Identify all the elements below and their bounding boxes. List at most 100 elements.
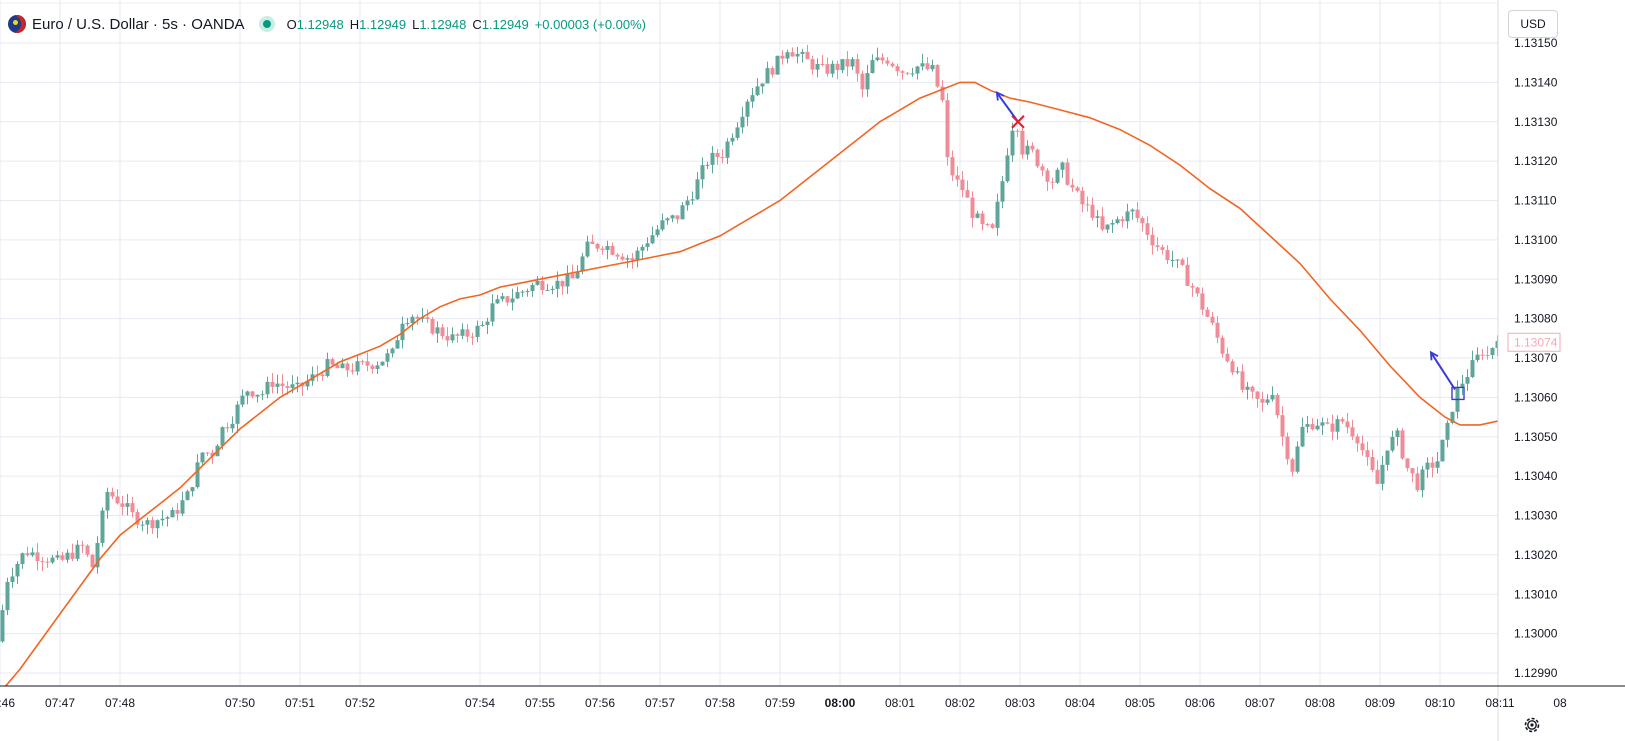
candle-body [1460,383,1465,388]
candle-body [325,359,330,376]
candle-body [340,363,345,369]
candle-body [595,243,600,249]
candle-body [665,218,670,221]
candle-body [240,395,245,405]
candle-body [910,73,915,75]
candle-body [160,518,165,521]
ohlc-open: O1.12948 [286,16,344,32]
candle-body [590,241,595,244]
candle-body [1435,461,1440,468]
candle-body [1225,353,1230,362]
price-tick-label: 1.13110 [1514,194,1557,208]
candle-body [735,127,740,138]
time-tick-label: 08:05 [1125,696,1155,710]
candle-body [645,243,650,247]
candle-body [635,250,640,261]
candle-body [1280,415,1285,437]
candle-body [970,197,975,218]
time-tick-label: 08:02 [945,696,975,710]
candle-body [955,175,960,180]
candle-body [90,554,95,568]
candle-body [1495,341,1498,349]
candle-body [765,68,770,84]
currency-button[interactable]: USD [1508,10,1558,38]
candle-body [990,224,995,228]
candle-body [165,517,170,519]
candle-body [120,503,125,507]
candle-body [880,57,885,61]
time-tick-label: 07:50 [225,696,255,710]
time-tick-label: 08:10 [1425,696,1455,710]
candle-body [965,190,970,198]
time-tick-label: 08:06 [1185,696,1215,710]
candle-body [50,557,55,563]
candle-body [630,258,635,261]
candle-body [375,365,380,369]
candle-body [275,383,280,387]
candle-body [435,327,440,334]
trade-arrow [1431,353,1456,391]
candle-body [695,179,700,200]
candle-body [1235,371,1240,373]
trade-arrow-head [1429,350,1439,361]
candle-body [1480,354,1485,356]
candle-body [270,381,275,387]
time-tick-label: 08:07 [1245,696,1275,710]
candle-body [1315,425,1320,430]
candle-body [680,205,685,220]
time-tick-label: 07:48 [105,696,135,710]
candle-body [455,334,460,336]
candle-body [110,491,115,497]
candle-body [195,462,200,488]
candle-body [565,273,570,287]
candle-body [30,552,35,556]
candle-body [0,610,5,642]
candle-body [245,391,250,396]
candle-body [80,544,85,546]
candle-body [405,323,410,325]
candle-body [885,60,890,64]
candle-body [1320,422,1325,426]
candle-body [1420,469,1425,491]
settings-button[interactable] [1520,713,1544,737]
candle-body [360,361,365,363]
candle-body [1390,436,1395,451]
candle-body [1050,181,1055,183]
candle-body [1040,166,1045,171]
time-tick-label: 08:04 [1065,696,1095,710]
candle-body [1285,436,1290,460]
candle-body [1080,190,1085,205]
eur-usd-flag-icon[interactable] [8,15,26,33]
symbol-title[interactable]: Euro / U.S. Dollar · 5s · OANDA [32,15,245,33]
candle-body [1170,259,1175,261]
candle-body [1490,348,1495,356]
candle-body [200,452,205,463]
candle-body [1110,223,1115,225]
candle-body [85,545,90,555]
candle-body [1140,218,1145,224]
candle-body [1405,458,1410,469]
ohlc-low: L1.12948 [412,16,467,32]
candle-body [1265,399,1270,403]
candle-body [135,512,140,525]
candle-body [820,63,825,65]
candle-body [1145,223,1150,235]
candle-body [535,280,540,285]
candle-body [685,200,690,206]
candle-body [290,384,295,389]
candle-body [715,152,720,158]
price-tick-label: 1.13130 [1514,115,1558,129]
candle-body [815,63,820,70]
candle-body [560,280,565,287]
candle-body [10,576,15,583]
candle-body [1245,386,1250,390]
candle-body [840,59,845,71]
candle-body [365,361,370,366]
gear-icon [1524,717,1540,733]
price-tick-label: 1.13050 [1514,430,1558,444]
candle-body [495,299,500,304]
candle-body [1205,309,1210,317]
